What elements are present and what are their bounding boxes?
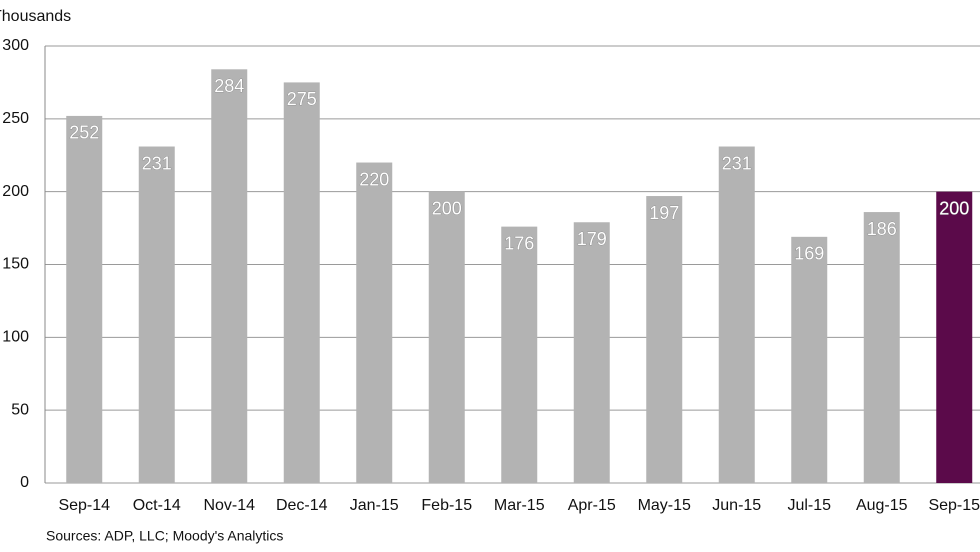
bar <box>356 162 393 484</box>
y-tick-label: 300 <box>2 37 29 54</box>
value-label: 231 <box>142 153 172 173</box>
y-tick-label: 100 <box>2 329 29 346</box>
y-tick-label: 0 <box>20 474 29 491</box>
x-tick-label: Jan-15 <box>350 497 399 514</box>
x-tick-label: Mar-15 <box>494 497 545 514</box>
bar <box>66 115 103 484</box>
bar <box>138 146 175 483</box>
value-label: 179 <box>577 229 607 249</box>
value-label: 200 <box>939 198 969 218</box>
source-note: Sources: ADP, LLC; Moody's Analytics <box>46 528 283 544</box>
x-tick-label: Oct-14 <box>133 497 181 514</box>
value-label: 197 <box>649 203 679 223</box>
x-tick-label: Feb-15 <box>421 497 472 514</box>
y-tick-label: 150 <box>2 256 29 273</box>
x-tick-label: Dec-14 <box>276 497 328 514</box>
value-label: 275 <box>287 89 317 109</box>
value-label: 200 <box>432 198 462 218</box>
x-tick-label: Jul-15 <box>787 497 831 514</box>
bar <box>718 146 755 483</box>
x-tick-label: May-15 <box>638 497 691 514</box>
bar <box>428 191 465 483</box>
value-label: 220 <box>359 169 389 189</box>
y-tick-label: 50 <box>11 401 29 418</box>
value-label: 252 <box>69 123 99 143</box>
bar <box>936 191 973 483</box>
bar <box>283 82 320 484</box>
y-tick-label: 250 <box>2 110 29 127</box>
value-label: 169 <box>794 244 824 264</box>
x-tick-label: Aug-15 <box>856 497 908 514</box>
value-label: 176 <box>504 233 534 253</box>
y-tick-label: 200 <box>2 183 29 200</box>
bar <box>573 222 610 484</box>
x-tick-label: Sep-15 <box>928 497 980 514</box>
x-tick-label: Apr-15 <box>568 497 616 514</box>
bar <box>211 69 248 483</box>
x-tick-label: Nov-14 <box>203 497 255 514</box>
bar <box>791 236 828 483</box>
value-label: 231 <box>722 153 752 173</box>
x-tick-label: Sep-14 <box>58 497 110 514</box>
bar <box>501 226 538 484</box>
bar <box>863 212 900 483</box>
value-label: 284 <box>214 76 244 96</box>
value-label: 186 <box>867 219 897 239</box>
chart-title: Thousands <box>0 8 71 25</box>
x-tick-label: Jun-15 <box>712 497 761 514</box>
bar <box>646 196 683 483</box>
